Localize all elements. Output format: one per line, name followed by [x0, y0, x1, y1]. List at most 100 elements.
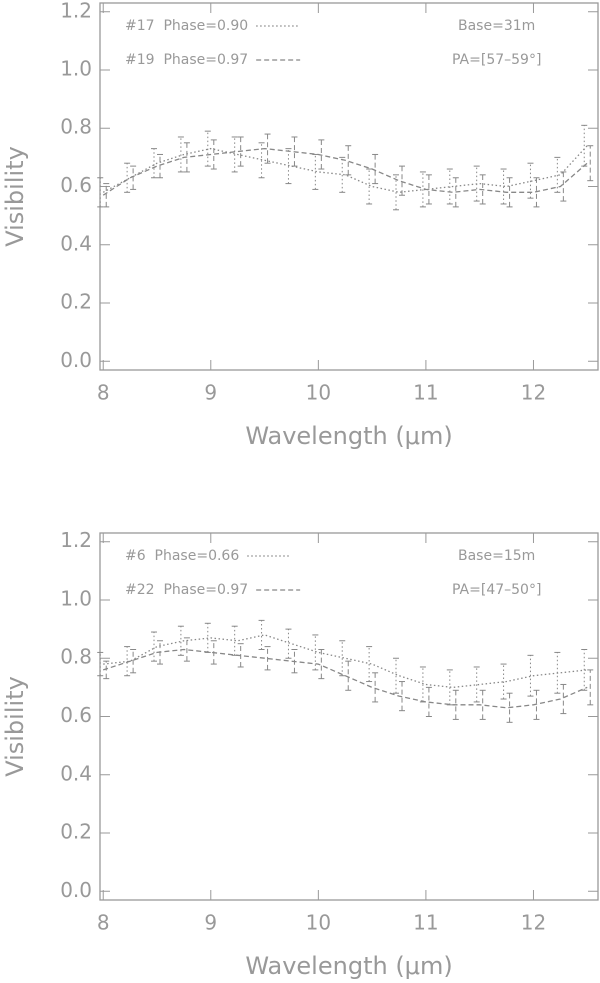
- y-tick-label: 1.0: [60, 56, 92, 80]
- series-line: [102, 648, 588, 709]
- error-bar: [237, 643, 244, 668]
- error-bar: [393, 657, 400, 694]
- y-tick-label: 0.2: [60, 820, 92, 844]
- annotation: PA=[57–59°]: [452, 52, 541, 68]
- error-bar: [500, 168, 507, 205]
- error-bar: [479, 689, 486, 720]
- x-tick-label: 10: [306, 911, 331, 935]
- y-axis-label: Visibility: [1, 146, 29, 247]
- error-bar: [124, 646, 131, 677]
- error-bar: [97, 651, 104, 677]
- error-bar: [506, 177, 513, 208]
- x-axis-label: Wavelength (μm): [245, 952, 452, 980]
- error-bar: [285, 148, 292, 185]
- y-tick-label: 0.6: [60, 173, 92, 197]
- x-tick-label: 12: [521, 911, 546, 935]
- error-bar: [157, 153, 164, 179]
- error-bar: [446, 168, 453, 205]
- error-bar: [318, 139, 325, 170]
- error-bar: [581, 649, 588, 691]
- legend-label: #22 Phase=0.97: [125, 582, 248, 598]
- error-bar: [473, 666, 480, 703]
- error-bar: [258, 142, 265, 179]
- error-bar: [425, 174, 432, 205]
- series-line: [102, 147, 588, 196]
- error-bar: [419, 666, 426, 703]
- error-bar: [264, 646, 271, 671]
- y-tick-label: 1.2: [60, 528, 92, 552]
- y-tick-label: 0.4: [60, 761, 92, 785]
- x-tick-label: 10: [306, 381, 331, 405]
- error-bar: [210, 640, 217, 665]
- error-bar: [587, 145, 594, 182]
- y-tick-label: 0.0: [60, 348, 92, 372]
- error-bar: [183, 637, 190, 662]
- error-bar: [124, 162, 131, 193]
- y-tick-label: 0.2: [60, 290, 92, 314]
- error-bar: [103, 183, 110, 208]
- error-bar: [473, 165, 480, 202]
- x-tick-label: 11: [413, 911, 438, 935]
- legend-label: #19 Phase=0.97: [125, 52, 248, 68]
- x-axis-label: Wavelength (μm): [245, 422, 452, 450]
- error-bar: [339, 640, 346, 677]
- error-bar: [345, 145, 352, 176]
- error-bar: [130, 165, 137, 190]
- x-tick-label: 9: [204, 911, 217, 935]
- error-bar: [258, 619, 265, 651]
- error-bar: [312, 153, 319, 190]
- error-bar: [452, 177, 459, 208]
- error-bar: [210, 139, 217, 170]
- error-bar: [554, 651, 561, 694]
- error-bar: [177, 136, 184, 173]
- y-tick-label: 0.0: [60, 878, 92, 902]
- y-tick-label: 0.4: [60, 231, 92, 255]
- annotation: Base=31m: [458, 18, 535, 34]
- error-bar: [97, 177, 104, 208]
- x-tick-label: 8: [97, 911, 110, 935]
- error-bar: [452, 689, 459, 720]
- legend-label: #17 Phase=0.90: [125, 18, 248, 34]
- error-bar: [285, 628, 292, 659]
- error-bar: [339, 156, 346, 193]
- legend-label: #6 Phase=0.66: [125, 548, 239, 564]
- error-bar: [237, 136, 244, 167]
- error-bar: [231, 136, 238, 173]
- panel: 0.0 0.2 0.4 0.6 0.8 1.0 1.2 8 9 10 11 12 Wavelength …: [1, 0, 599, 450]
- error-bar: [533, 689, 540, 720]
- error-bar: [527, 162, 534, 199]
- error-bar: [506, 692, 513, 723]
- y-tick-label: 0.8: [60, 115, 92, 139]
- error-bar: [479, 174, 486, 205]
- error-bar: [151, 148, 158, 179]
- error-bar: [157, 640, 164, 665]
- error-bar: [560, 683, 567, 715]
- error-bar: [372, 672, 379, 703]
- error-bar: [151, 631, 158, 662]
- error-bar: [366, 168, 373, 205]
- error-bar: [399, 681, 406, 712]
- y-tick-label: 0.6: [60, 703, 92, 727]
- series-line: [103, 634, 588, 689]
- x-tick-label: 9: [204, 381, 217, 405]
- x-tick-label: 8: [97, 381, 110, 405]
- error-bar: [560, 171, 567, 202]
- error-bar: [345, 660, 352, 691]
- error-bar: [291, 136, 298, 167]
- error-bar: [587, 669, 594, 706]
- y-tick-label: 1.0: [60, 586, 92, 610]
- error-bar: [372, 153, 379, 185]
- error-bar: [204, 130, 211, 167]
- error-bar: [318, 649, 325, 680]
- error-bar: [103, 660, 110, 680]
- error-bar: [399, 165, 406, 196]
- error-bar: [183, 142, 190, 173]
- error-bar: [264, 133, 271, 164]
- series-line: [102, 145, 588, 193]
- error-bar: [527, 654, 534, 697]
- error-bar: [366, 646, 373, 683]
- annotation: Base=15m: [458, 548, 535, 564]
- error-bar: [425, 686, 432, 717]
